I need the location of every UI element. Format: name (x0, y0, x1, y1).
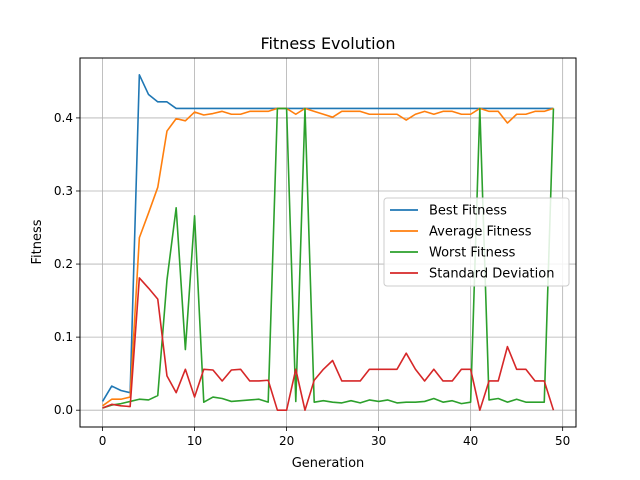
y-tick-label: 0.0 (54, 403, 73, 417)
x-tick-label: 20 (279, 434, 294, 448)
axis-ticks: 0 10 20 30 40 50 0.0 0.1 0.2 0.3 0.4 (54, 111, 570, 448)
x-tick-label: 50 (555, 434, 570, 448)
plot-frame (79, 57, 577, 428)
series-line-worst-fitness (102, 107, 555, 409)
x-tick-label: 0 (99, 434, 107, 448)
series-lines (101, 74, 555, 411)
legend-box (383, 197, 570, 287)
x-tick-label: 40 (463, 434, 478, 448)
y-tick-label: 0.1 (54, 330, 73, 344)
legend-label-average-fitness: Average Fitness (429, 225, 532, 240)
legend: Best Fitness Average Fitness Worst Fitness… (383, 197, 570, 287)
y-tick-label: 0.2 (54, 257, 73, 271)
series-line-standard-deviation (102, 277, 555, 411)
x-tick-label: 30 (371, 434, 386, 448)
series-line-best-fitness (101, 74, 554, 402)
y-axis-label: Fitness (30, 219, 45, 264)
y-tick-label: 0.3 (54, 184, 73, 198)
chart-title: Fitness Evolution (260, 34, 395, 53)
legend-label-standard-deviation: Standard Deviation (429, 267, 554, 282)
x-axis-label: Generation (292, 456, 365, 471)
series-line-average-fitness (102, 107, 554, 407)
legend-label-best-fitness: Best Fitness (429, 204, 507, 219)
y-tick-label: 0.4 (54, 111, 73, 125)
x-tick-label: 10 (187, 434, 202, 448)
legend-label-worst-fitness: Worst Fitness (429, 246, 516, 261)
